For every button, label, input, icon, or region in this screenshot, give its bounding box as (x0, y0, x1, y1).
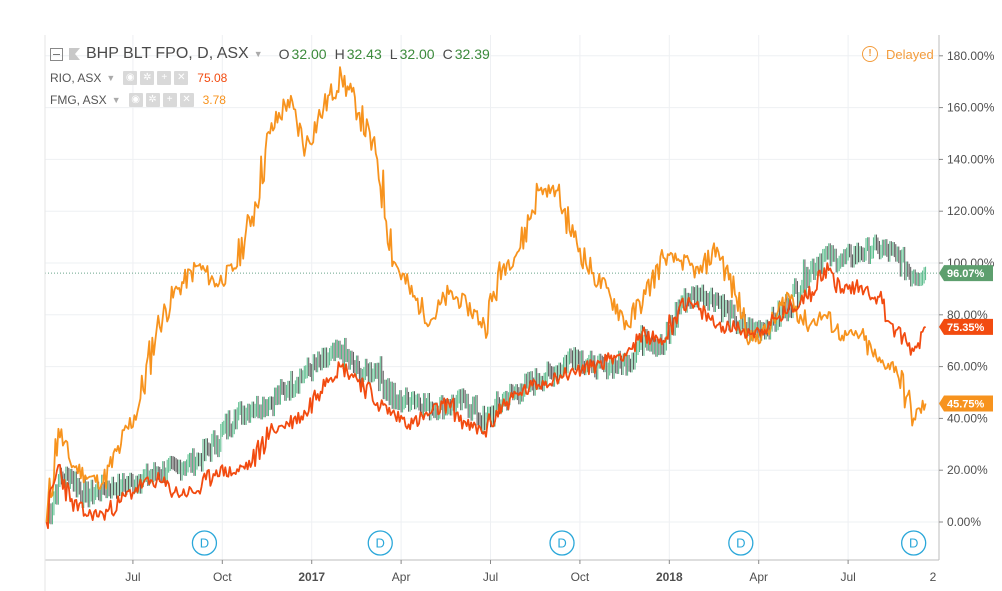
alert-icon: ! (862, 46, 878, 62)
dividend-marker-label: D (736, 536, 745, 551)
dividend-marker-circle (367, 530, 393, 556)
chevron-down-icon[interactable]: ▼ (253, 49, 263, 59)
gear-icon[interactable]: ✲ (140, 71, 155, 85)
y-tick-label: 40.00% (947, 411, 988, 425)
delayed-label: Delayed (886, 46, 934, 62)
dividend-marker-label: D (557, 536, 566, 551)
y-tick-label: 160.00% (947, 101, 995, 115)
x-tick-label: 2018 (656, 570, 683, 584)
y-tick-label: 60.00% (947, 360, 988, 374)
open-label: O (278, 46, 290, 62)
x-tick-label: Jul (483, 570, 498, 584)
x-tick-label: Jul (125, 570, 140, 584)
high-value: 32.43 (346, 46, 382, 62)
dividend-marker-label: D (376, 536, 385, 551)
y-tick-label: 20.00% (947, 463, 988, 477)
flag-icon[interactable] (69, 48, 80, 60)
x-axis: Jul Oct 2017 Apr Jul Oct 2018 Apr Jul 2 (125, 560, 937, 584)
close-icon[interactable]: ✕ (179, 93, 194, 107)
open-value: 32.00 (291, 46, 327, 62)
fmg-value: 3.78 (202, 93, 226, 107)
gear-icon[interactable]: ✲ (145, 93, 160, 107)
close-label: C (442, 46, 453, 62)
fmg-last-label: 45.75% (939, 395, 993, 412)
chevron-down-icon[interactable]: ▼ (106, 73, 116, 83)
x-tick-label: Oct (571, 570, 590, 584)
y-tick-label: 180.00% (947, 49, 995, 63)
y-tick-label: 120.00% (947, 204, 995, 218)
plus-icon[interactable]: + (157, 71, 172, 85)
last-label-bg (939, 395, 993, 412)
dividend-marker[interactable]: D (191, 530, 218, 556)
legend-rio: RIO, ASX ▼ ◉ ✲ + ✕ 75.08 (50, 71, 227, 85)
low-label: L (389, 46, 398, 62)
eye-icon[interactable]: ◉ (123, 71, 138, 85)
main-legend: BHP BLT FPO, D, ASX ▼ O 32.00 H 32.43 L 32.… (50, 45, 490, 63)
last-label-text: 45.75% (947, 399, 985, 411)
x-tick-label: Apr (749, 570, 768, 584)
close-value: 32.39 (454, 46, 490, 62)
x-tick-label: Oct (213, 570, 232, 584)
dividend-marker[interactable]: D (901, 530, 927, 556)
dividend-marker[interactable]: D (549, 530, 575, 556)
collapse-icon[interactable] (50, 47, 63, 61)
fmg-line (45, 66, 927, 523)
plus-icon[interactable]: + (162, 93, 177, 107)
close-icon[interactable]: ✕ (174, 71, 189, 85)
y-axis: 0.00%20.00%40.00%60.00%80.00%100.00%120.… (939, 49, 995, 529)
eye-icon[interactable]: ◉ (128, 93, 143, 107)
dividend-marker-label: D (200, 536, 209, 551)
high-label: H (334, 46, 345, 62)
y-tick-label: 140.00% (947, 152, 995, 166)
rio-value: 75.08 (197, 71, 228, 85)
delayed-status[interactable]: ! Delayed (862, 46, 934, 62)
legend-fmg: FMG, ASX ▼ ◉ ✲ + ✕ 3.78 (50, 93, 226, 107)
bhp-last-label: 96.07% (939, 265, 993, 282)
y-tick-label: 0.00% (947, 515, 981, 529)
x-tick-label: Jul (840, 570, 855, 584)
last-value-labels: 96.07% 75.35% 45.75% (939, 265, 993, 412)
rio-label[interactable]: RIO, ASX (50, 71, 102, 85)
dividend-marker[interactable]: D (367, 530, 393, 556)
last-label-bg (939, 318, 993, 335)
dividend-marker-label: D (909, 536, 918, 551)
rio-line (45, 262, 927, 530)
x-tick-label: 2 (930, 570, 937, 584)
dividend-marker-circle (901, 530, 927, 556)
dividend-marker-circle (191, 530, 218, 556)
series-layer (45, 66, 927, 530)
last-label-text: 75.35% (947, 322, 985, 334)
dividend-marker[interactable]: D (728, 530, 754, 556)
low-value: 32.00 (399, 46, 435, 62)
main-symbol[interactable]: BHP BLT FPO, D, ASX (86, 45, 249, 62)
dividend-marker-circle (728, 530, 754, 556)
rio-last-label: 75.35% (939, 318, 993, 335)
fmg-label[interactable]: FMG, ASX (50, 93, 107, 107)
last-label-bg (939, 265, 993, 282)
bhp-candles (47, 234, 927, 529)
x-tick-label: Apr (392, 570, 411, 584)
chevron-down-icon[interactable]: ▼ (111, 95, 121, 105)
last-label-text: 96.07% (947, 268, 985, 280)
x-tick-label: 2017 (298, 570, 325, 584)
dividend-marker-circle (549, 530, 575, 556)
y-tick-label: 80.00% (947, 308, 988, 322)
